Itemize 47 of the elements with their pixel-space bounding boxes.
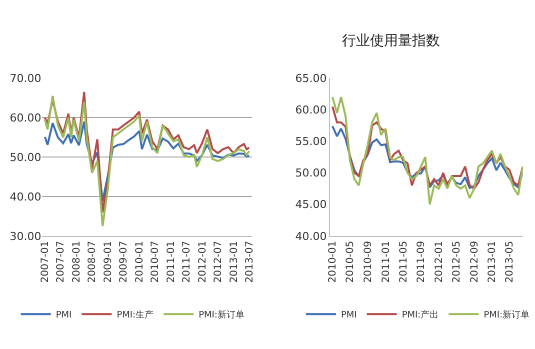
y-tick-label: 60.00: [295, 104, 327, 117]
y-tick-label: 50.00: [10, 150, 42, 164]
legend-label: PMI:新订单: [484, 310, 530, 321]
chart-title: 行业使用量指数: [342, 33, 440, 49]
x-tick-label: 2012-05: [452, 240, 462, 283]
x-tick-label: 2011-01: [166, 240, 177, 283]
x-tick-label: 2011-09: [416, 240, 428, 283]
x-tick-label: 2010-09: [363, 240, 374, 283]
legend-label: PMI: [340, 310, 357, 321]
x-tick-label: 2013-07: [244, 240, 256, 283]
x-tick-label: 2008-01: [72, 240, 83, 283]
y-tick-label: 40.00: [10, 190, 42, 204]
line-series: [331, 125, 523, 189]
legend-label: PMI:产出: [402, 310, 439, 321]
x-tick-label: 2012-09: [469, 240, 480, 283]
line-series: [331, 106, 523, 190]
y-tick-label: 40.00: [295, 230, 327, 243]
x-tick-label: 2013-01: [487, 240, 498, 283]
x-tick-label: 2013-05: [504, 240, 516, 283]
legend-label: PMI: [56, 310, 72, 321]
x-tick-label: 2012-01: [197, 240, 208, 283]
legend-label: PMI:生产: [116, 310, 154, 321]
x-tick-label: 2010-01: [134, 240, 146, 283]
y-tick-label: 30.00: [10, 230, 42, 243]
x-tick-label: 2007-01: [40, 240, 52, 283]
x-tick-label: 2012-07: [213, 240, 224, 283]
x-tick-label: 2009-01: [103, 240, 114, 283]
x-tick-label: 2012-01: [434, 240, 445, 283]
x-tick-label: 2010-07: [150, 240, 162, 283]
x-tick-label: 2011-01: [380, 240, 392, 283]
y-tick-label: 65.00: [295, 72, 327, 86]
x-tick-label: 2007-07: [56, 240, 67, 283]
x-tick-label: 2010-01: [328, 240, 339, 283]
x-tick-label: 2009-07: [118, 240, 130, 283]
y-tick-label: 55.00: [295, 135, 327, 148]
legend-label: PMI:新订单: [198, 310, 244, 321]
x-tick-label: 2010-05: [345, 240, 356, 283]
y-tick-label: 45.00: [295, 198, 327, 212]
line-series: [44, 120, 250, 202]
x-tick-label: 2013-01: [228, 240, 240, 283]
x-tick-label: 2011-07: [182, 240, 193, 283]
y-tick-label: 70.00: [10, 72, 42, 86]
x-tick-label: 2011-05: [398, 240, 410, 283]
line-series: [331, 96, 523, 206]
y-tick-label: 50.00: [295, 166, 327, 180]
y-tick-label: 60.00: [10, 111, 42, 124]
x-tick-label: 2008-07: [87, 240, 98, 283]
